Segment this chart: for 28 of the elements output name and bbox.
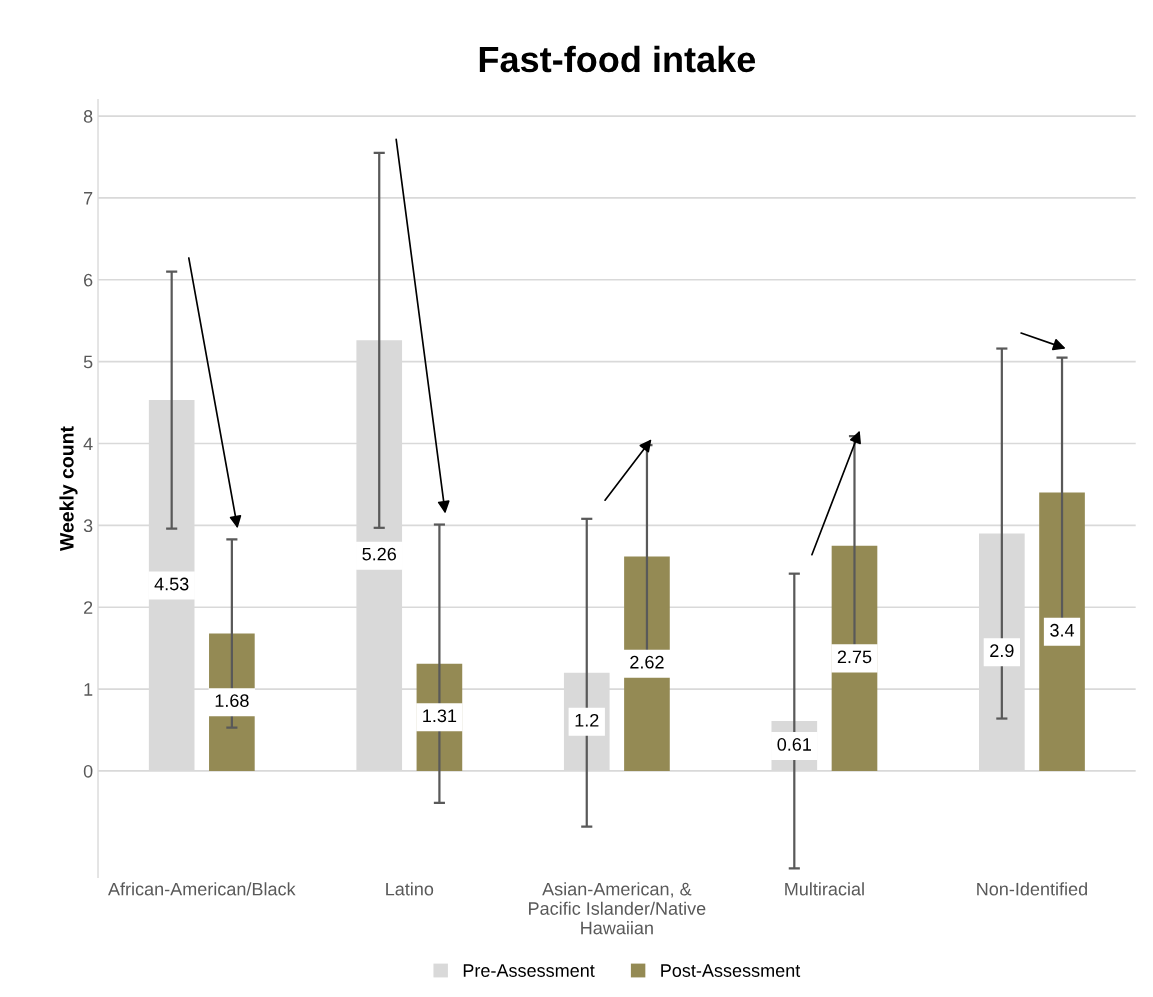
y-tick-label: 3 [83,519,93,533]
y-tick-label: 8 [83,110,93,123]
data-label: 1.68 [215,694,249,708]
y-axis-title: Weekly count [59,426,78,551]
y-tick-label: 6 [84,273,93,287]
x-tick-label: Multiracial [785,882,864,896]
y-tick-label: 7 [84,192,93,205]
x-tick-label: Asian-American, & Pacific Islander/Native Hawaiian [529,882,706,935]
data-label: 2.62 [630,655,664,669]
y-tick-label: 4 [83,437,93,451]
x-tick-label: African-American/Black [108,882,296,896]
legend-label: Post-Assessment [661,964,801,977]
data-label: 2.9 [990,644,1014,658]
chart-title: Fast-food intake [479,45,756,73]
data-label: 1.31 [423,709,457,723]
data-label: 2.75 [837,650,872,664]
data-label: 0.61 [777,738,811,751]
y-tick-label: 5 [83,355,93,369]
x-tick-label: Latino [386,882,434,896]
x-tick-label: Non-Identified [977,882,1087,896]
y-tick-label: 2 [84,601,93,614]
y-tick-label: 1 [84,683,93,696]
data-label: 5.26 [362,547,396,561]
legend-label: Pre-Assessment [463,964,595,977]
data-label: 3.4 [1050,623,1075,637]
y-tick-label: 0 [83,764,93,778]
data-label: 4.53 [154,577,189,591]
data-label: 1.2 [575,713,599,727]
